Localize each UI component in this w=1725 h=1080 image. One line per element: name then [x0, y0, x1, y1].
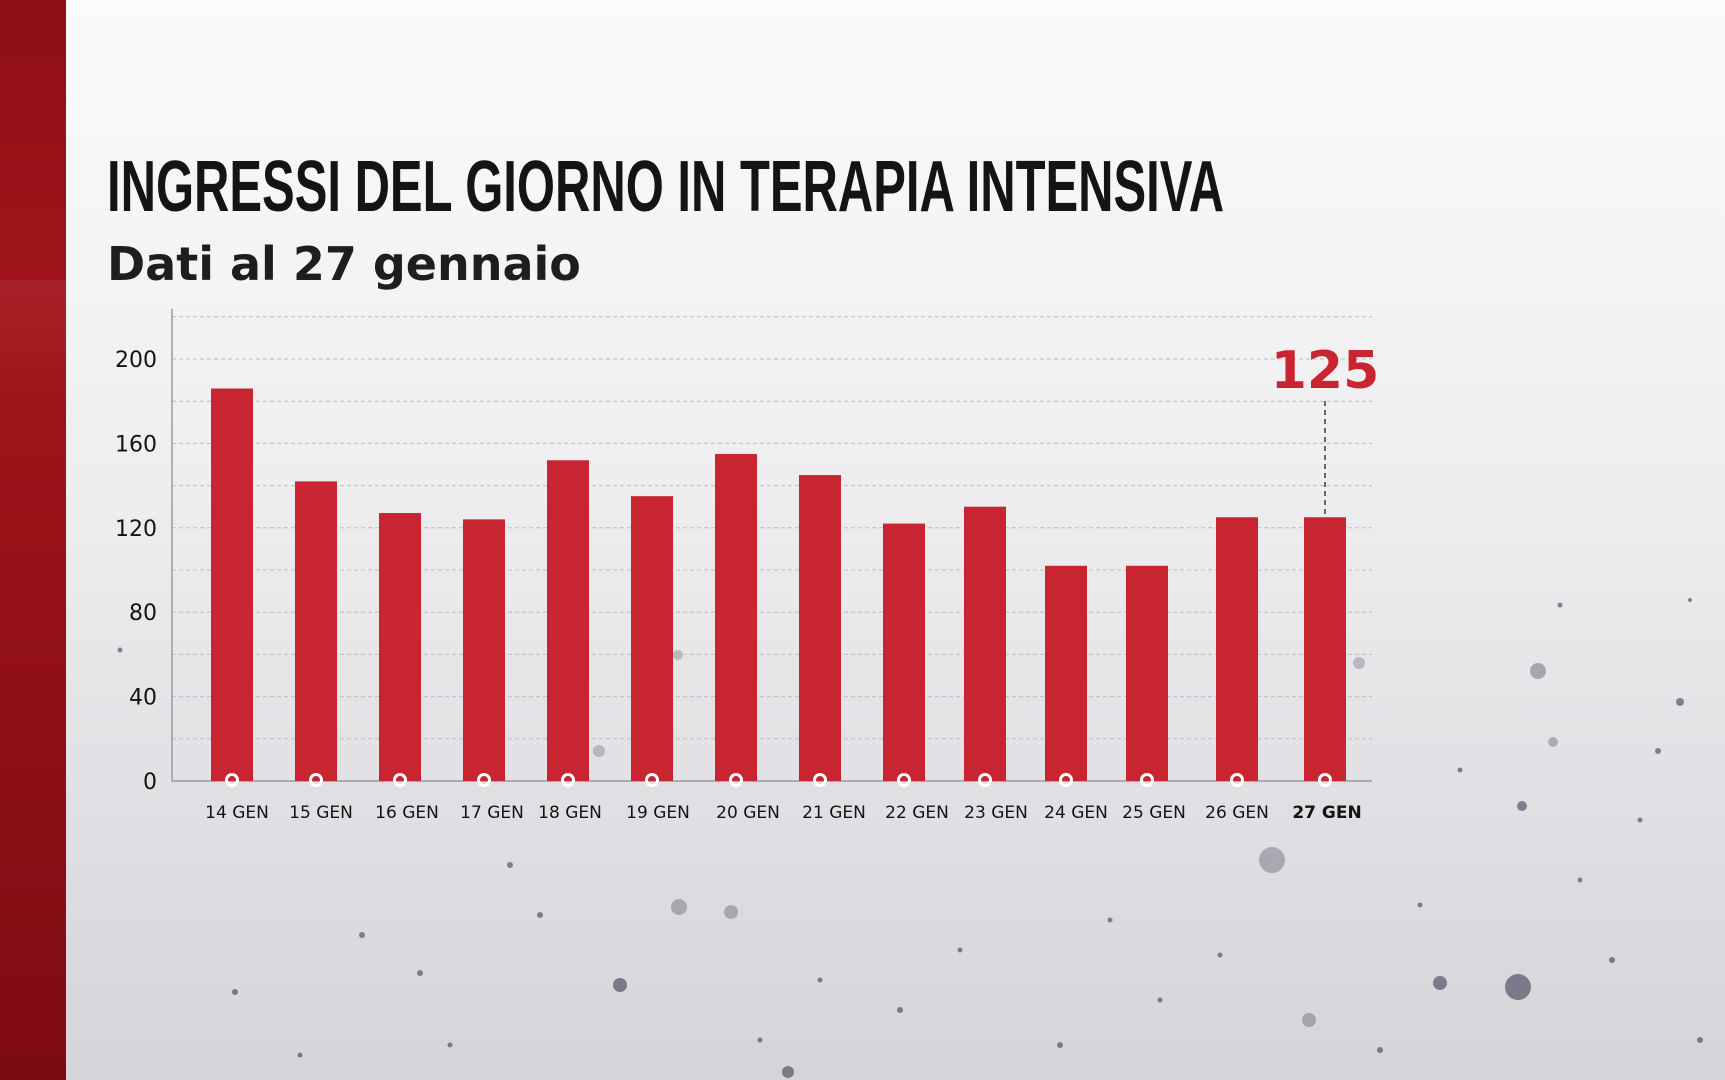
bar [964, 506, 1006, 781]
bar-base-marker [897, 773, 911, 787]
chart-subtitle: Dati al 27 gennaio [107, 237, 581, 291]
bar [547, 460, 589, 781]
bar-base-marker [813, 773, 827, 787]
x-tick-label: 23 GEN [964, 803, 1028, 823]
x-tick-label: 26 GEN [1205, 803, 1269, 823]
x-tick-label: 18 GEN [538, 803, 602, 823]
accent-side-bar [0, 0, 66, 1080]
bar-base-marker [978, 773, 992, 787]
x-tick-label: 21 GEN [802, 803, 866, 823]
x-tick-label: 17 GEN [460, 803, 524, 823]
bar [715, 453, 757, 781]
x-tick-label: 24 GEN [1044, 803, 1108, 823]
x-tick-label: 25 GEN [1122, 803, 1186, 823]
y-tick-label: 40 [129, 686, 157, 711]
y-tick-label: 0 [143, 770, 157, 795]
bar [211, 388, 253, 781]
y-tick-label: 120 [115, 517, 157, 542]
bar [1216, 517, 1258, 781]
bar-base-marker [393, 773, 407, 787]
bar [631, 496, 673, 781]
bar-base-marker [645, 773, 659, 787]
x-tick-label: 22 GEN [885, 803, 949, 823]
bar-base-marker [1059, 773, 1073, 787]
bar [463, 519, 505, 781]
bar [1126, 565, 1168, 781]
bar-base-marker [1318, 773, 1332, 787]
x-tick-label: 15 GEN [289, 803, 353, 823]
x-tick-label: 19 GEN [626, 803, 690, 823]
bar [379, 513, 421, 781]
y-tick-label: 80 [129, 601, 157, 626]
x-tick-label: 14 GEN [205, 803, 269, 823]
bar-base-marker [729, 773, 743, 787]
bar [799, 475, 841, 781]
bar-base-marker [561, 773, 575, 787]
y-tick-label: 160 [115, 432, 157, 457]
bar [295, 481, 337, 781]
x-tick-label: 20 GEN [716, 803, 780, 823]
bar [883, 523, 925, 781]
chart-title: INGRESSI DEL GIORNO IN TERAPIA INTENSIVA [107, 147, 1225, 227]
bar-base-marker [477, 773, 491, 787]
bar-base-marker [225, 773, 239, 787]
x-tick-label: 27 GEN [1292, 803, 1361, 823]
bar-base-marker [1140, 773, 1154, 787]
bar [1045, 565, 1087, 781]
y-tick-label: 200 [115, 348, 157, 373]
bar [1304, 517, 1346, 781]
bar-base-marker [1230, 773, 1244, 787]
bar-base-marker [309, 773, 323, 787]
x-tick-label: 16 GEN [375, 803, 439, 823]
highlight-value-label: 125 [1271, 341, 1380, 401]
